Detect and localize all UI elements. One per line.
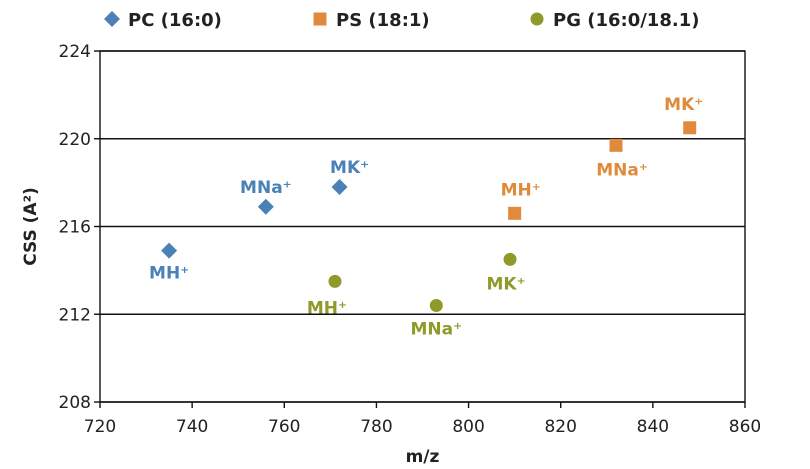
data-point-square (683, 121, 697, 135)
y-tick-label: 224 (59, 42, 91, 62)
data-point-square (508, 206, 522, 220)
y-tick-label: 208 (59, 393, 91, 413)
x-tick-label: 760 (268, 417, 300, 437)
axis-layer: 208 212 216 220 224 720 740 760 780 800 820 840 860 (59, 42, 762, 437)
x-tick-label: 780 (360, 417, 392, 437)
x-axis-title: m/z (406, 447, 440, 467)
x-tick-label: 720 (84, 417, 116, 437)
data-point-diamond (161, 242, 178, 259)
data-point-circle (503, 252, 517, 266)
point-label: MH⁺ (149, 264, 189, 284)
y-axis-title: CSS (A²) (21, 187, 41, 266)
point-label: MNa⁺ (596, 160, 648, 180)
legend-marker-diamond (104, 11, 120, 27)
data-point-diamond (257, 198, 274, 215)
legend-marker-circle (530, 12, 544, 26)
legend-label: PC (16:0) (128, 10, 222, 31)
grid-layer (99, 50, 746, 403)
legend-label: PG (16:0/18.1) (553, 10, 699, 31)
point-label: MNa⁺ (411, 319, 463, 339)
y-tick-label: 220 (59, 130, 91, 150)
x-tick-label: 860 (729, 417, 761, 437)
y-tick-label: 212 (59, 305, 91, 325)
data-marks: MH⁺ MNa⁺ MK⁺ MH⁺ MNa⁺ MK⁺ MH⁺ MNa⁺ MK⁺ (149, 95, 703, 340)
point-label: MK⁺ (486, 274, 525, 294)
data-point-circle (429, 298, 443, 312)
legend: PC (16:0) PS (18:1) PG (16:0/18.1) (104, 10, 699, 31)
point-label: MH⁺ (501, 180, 541, 200)
x-tick-label: 800 (452, 417, 484, 437)
legend-marker-square (313, 12, 327, 26)
point-label: MK⁺ (330, 158, 369, 178)
x-tick-label: 740 (176, 417, 208, 437)
point-label: MH⁺ (307, 298, 347, 318)
y-tick-label: 216 (59, 218, 91, 238)
point-label: MNa⁺ (240, 178, 292, 198)
data-point-square (609, 138, 623, 152)
data-point-circle (328, 274, 342, 288)
x-tick-label: 840 (637, 417, 669, 437)
legend-label: PS (18:1) (336, 10, 430, 31)
x-tick-label: 820 (544, 417, 576, 437)
point-label: MK⁺ (664, 95, 703, 115)
data-point-diamond (331, 179, 348, 196)
